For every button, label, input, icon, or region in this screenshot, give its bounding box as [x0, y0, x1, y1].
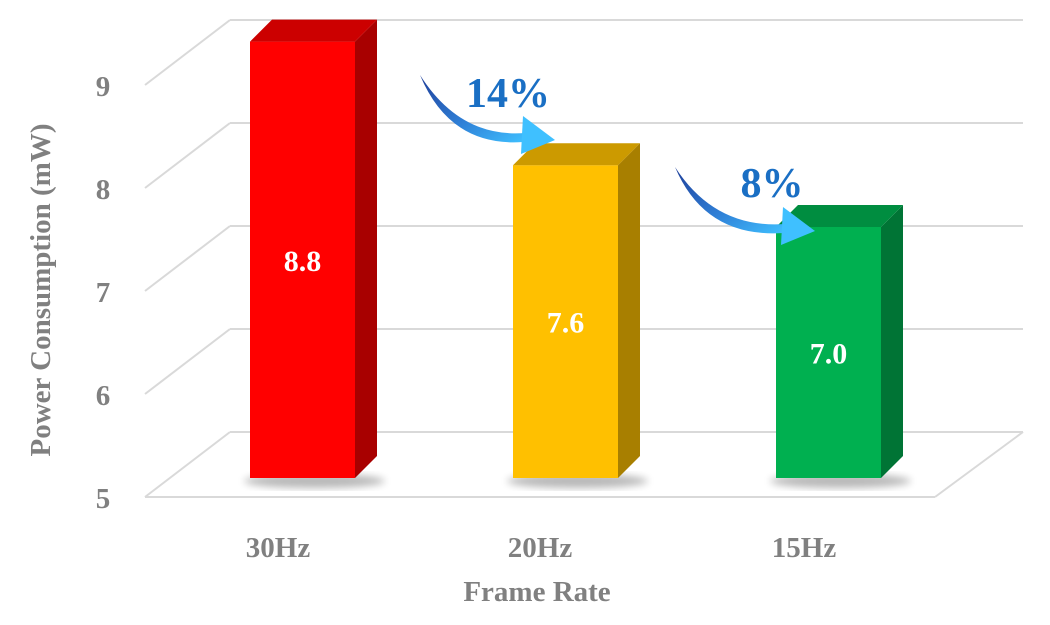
x-tick-labels: 30Hz 20Hz 15Hz [246, 532, 837, 564]
percent-drop-label: 14% [466, 71, 550, 117]
x-tick-label: 20Hz [508, 532, 573, 564]
bar-top [776, 205, 903, 227]
y-tick-label: 5 [96, 483, 111, 515]
bar-side [618, 143, 640, 478]
gridline-diagonal [144, 19, 231, 86]
y-tick-label: 8 [96, 174, 111, 206]
bar-30Hz: 8.8 [244, 19, 385, 488]
x-tick-label: 15Hz [772, 532, 837, 564]
bar-20Hz: 7.6 [507, 143, 648, 488]
bar-top [513, 143, 640, 166]
bar-top [250, 19, 377, 42]
y-axis-title: Power Consumption (mW) [25, 124, 57, 457]
bar-15Hz: 7.0 [770, 205, 911, 488]
floor-edge-right [934, 431, 1024, 498]
data-label: 7.0 [810, 338, 848, 371]
bars: 8.8 7.6 7.0 [244, 19, 911, 488]
annotations: 14% 8% [420, 71, 815, 245]
arrow-head [521, 116, 555, 154]
percent-drop-label: 8% [741, 161, 804, 207]
arrow-shaft [420, 75, 525, 143]
gridline-diagonal [144, 328, 231, 395]
arrow-head [781, 207, 815, 245]
bar-front [776, 227, 881, 478]
y-tick-label: 6 [96, 380, 111, 412]
data-label: 7.6 [547, 307, 585, 340]
x-axis-title: Frame Rate [463, 576, 610, 608]
x-tick-label: 30Hz [246, 532, 311, 564]
y-tick-label: 9 [96, 71, 111, 103]
bar-side [881, 205, 903, 478]
data-label: 8.8 [284, 245, 322, 278]
bar-side [355, 19, 377, 478]
arrow-shaft [675, 167, 785, 234]
percent-drop-arrow: 14% [420, 71, 555, 154]
percent-drop-arrow: 8% [675, 161, 815, 245]
bar-front [513, 165, 618, 478]
gridline-diagonal [144, 122, 231, 189]
y-tick-labels: 5 6 7 8 9 [96, 71, 111, 515]
gridline-diagonal [144, 225, 231, 292]
bar-front [250, 41, 355, 478]
gridline-diagonal [144, 431, 231, 498]
y-tick-label: 7 [96, 277, 111, 309]
